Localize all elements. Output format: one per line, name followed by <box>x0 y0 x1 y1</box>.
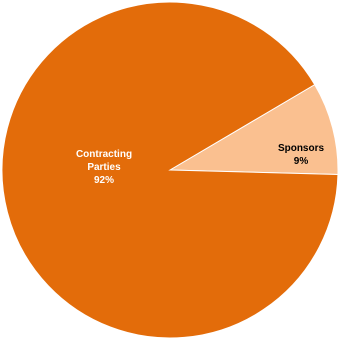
slice-name-label: Sponsors <box>278 143 325 154</box>
slice-value-label: 92% <box>94 175 114 186</box>
slice-value-label: 9% <box>294 156 309 167</box>
slice-name-label: Parties <box>87 162 121 173</box>
slice-name-label: Contracting <box>76 149 132 160</box>
pie-slice-sponsors <box>168 83 339 176</box>
slice-label-contracting-parties: Contracting Parties 92% <box>76 149 132 186</box>
slice-label-sponsors: Sponsors 9% <box>278 143 325 167</box>
pie-labels: Contracting Parties 92% Sponsors 9% <box>76 143 325 186</box>
